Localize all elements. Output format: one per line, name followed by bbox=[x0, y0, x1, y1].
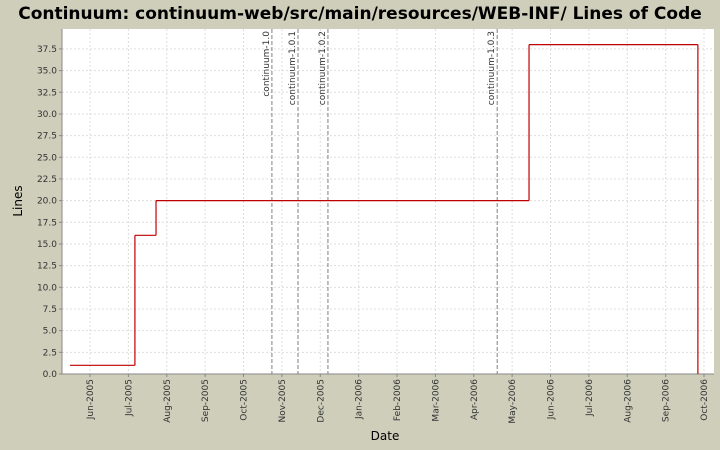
x-tick-label: Mar-2006 bbox=[431, 379, 441, 422]
chart-title: Continuum: continuum-web/src/main/resour… bbox=[18, 4, 702, 24]
release-label: continuum-1.0 bbox=[262, 31, 272, 97]
release-label: continuum-1.0.1 bbox=[288, 31, 298, 105]
x-tick-label: Oct-2005 bbox=[240, 379, 250, 421]
x-tick-label: Apr-2006 bbox=[470, 379, 480, 420]
x-tick-label: Jun-2005 bbox=[86, 379, 96, 420]
x-tick-label: Jun-2006 bbox=[547, 379, 557, 420]
y-tick-label: 25.0 bbox=[37, 153, 57, 163]
x-tick-label: May-2006 bbox=[508, 379, 518, 424]
x-tick-label: Feb-2006 bbox=[393, 379, 403, 421]
y-tick-label: 37.5 bbox=[37, 45, 57, 55]
y-tick-label: 5.0 bbox=[43, 327, 58, 337]
y-tick-label: 12.5 bbox=[37, 262, 57, 272]
y-tick-label: 0.0 bbox=[43, 370, 58, 380]
release-label: continuum-1.0.3 bbox=[487, 31, 497, 105]
y-tick-label: 22.5 bbox=[37, 175, 57, 185]
x-tick-label: Nov-2005 bbox=[278, 379, 288, 422]
x-tick-label: Aug-2005 bbox=[163, 379, 173, 423]
x-axis-label: Date bbox=[371, 429, 400, 443]
x-tick-label: Sep-2005 bbox=[201, 379, 211, 422]
x-tick-label: Jul-2005 bbox=[124, 379, 134, 417]
y-axis-label: Lines bbox=[11, 185, 25, 216]
y-tick-label: 20.0 bbox=[37, 197, 57, 207]
y-tick-label: 30.0 bbox=[37, 110, 57, 120]
y-tick-label: 7.5 bbox=[43, 305, 57, 315]
y-tick-label: 10.0 bbox=[37, 283, 57, 293]
x-tick-label: Jan-2006 bbox=[355, 379, 365, 420]
x-tick-label: Aug-2006 bbox=[623, 379, 633, 423]
x-tick-label: Dec-2005 bbox=[316, 379, 326, 423]
x-tick-label: Oct-2006 bbox=[700, 379, 710, 421]
y-tick-label: 32.5 bbox=[37, 88, 57, 98]
plot-area bbox=[62, 29, 714, 374]
x-tick-label: Sep-2006 bbox=[662, 379, 672, 422]
y-tick-label: 17.5 bbox=[37, 218, 57, 228]
release-label: continuum-1.0.2 bbox=[318, 31, 328, 105]
x-tick-label: Jul-2006 bbox=[585, 379, 595, 417]
y-tick-label: 15.0 bbox=[37, 240, 57, 250]
y-tick-label: 2.5 bbox=[43, 348, 57, 358]
y-tick-label: 35.0 bbox=[37, 67, 57, 77]
y-tick-label: 27.5 bbox=[37, 132, 57, 142]
